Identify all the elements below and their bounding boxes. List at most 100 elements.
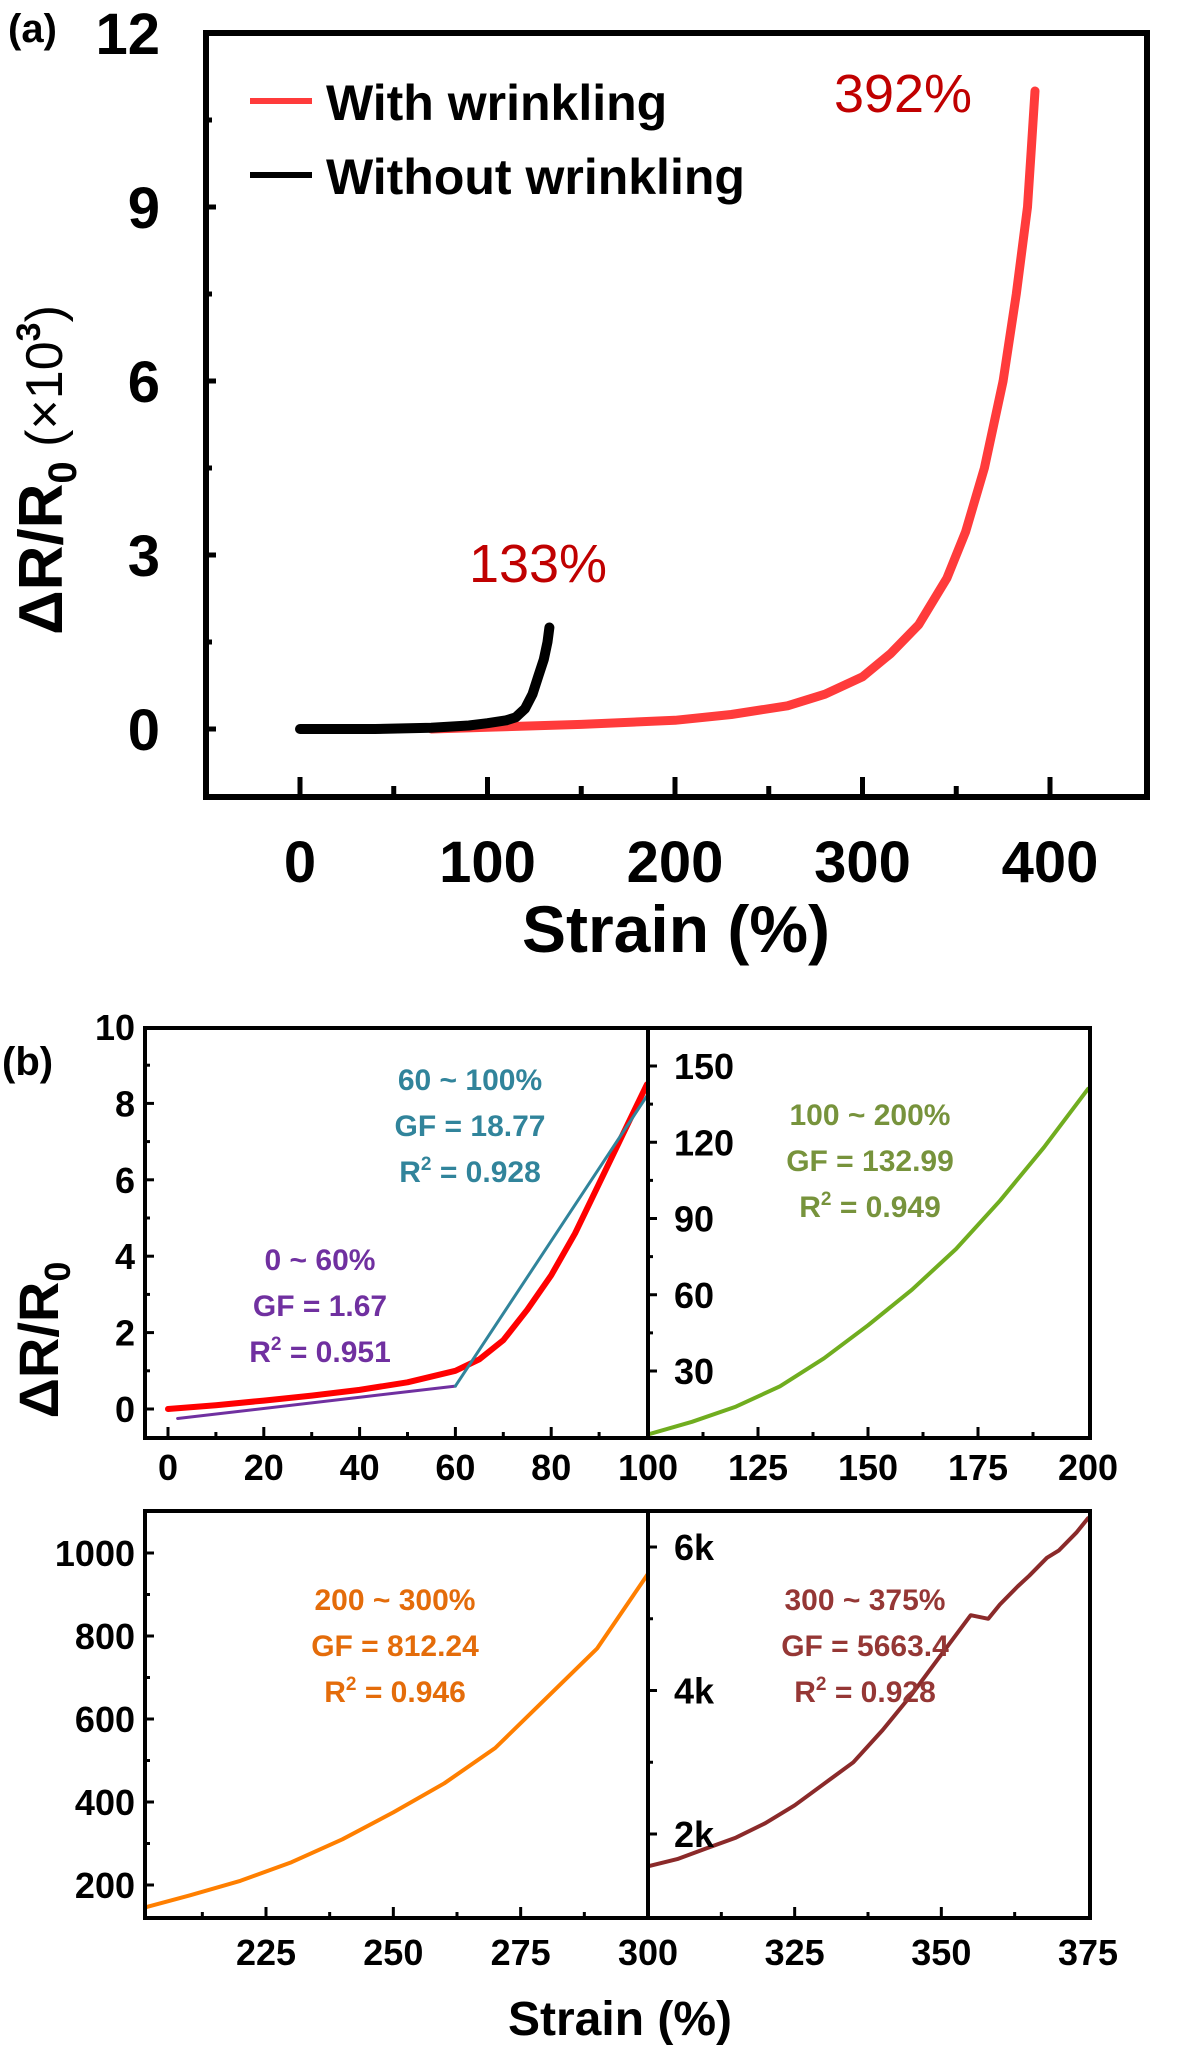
y-tick-label: 4 bbox=[115, 1236, 135, 1277]
panel-a-x-ticks: 0 100 200 300 400 bbox=[284, 777, 1099, 895]
panel-a-plot-area bbox=[295, 86, 1040, 734]
annotation-gf: GF = 5663.4 bbox=[781, 1630, 949, 1663]
x-tick-label: 175 bbox=[948, 1447, 1008, 1488]
y-tick-label: 0 bbox=[128, 698, 160, 763]
annotation-gf: GF = 812.24 bbox=[311, 1630, 479, 1663]
subplot-top-right: 100 125 150 175 200 30 60 90 120 150 100 ~ 200% GF … bbox=[618, 1026, 1118, 1488]
y-tick-label: 4k bbox=[674, 1671, 715, 1712]
y-tick-label: 2k bbox=[674, 1814, 715, 1855]
annotation-range: 300 ~ 375% bbox=[785, 1584, 946, 1617]
panel-a-y-axis-label: ΔR/R0 (×103) bbox=[7, 305, 85, 635]
y-tick-label: 2 bbox=[115, 1313, 135, 1354]
y-tick-label: 3 bbox=[128, 524, 160, 589]
x-tick-label: 200 bbox=[627, 830, 724, 895]
panel-a-y-ticks: 0 3 6 9 12 bbox=[95, 2, 216, 763]
subplot-bottom-left: 225 250 275 200 400 600 800 1000 200 ~ 300% GF = … bbox=[55, 1509, 650, 1973]
x-tick-label: 250 bbox=[363, 1932, 423, 1973]
panel-b-x-axis-label: Strain (%) bbox=[508, 1993, 732, 2046]
fit-annotation: 300 ~ 375% GF = 5663.4 R2 = 0.928 bbox=[781, 1584, 949, 1709]
annotation-range: 0 ~ 60% bbox=[265, 1244, 376, 1277]
x-tick-label: 80 bbox=[531, 1447, 571, 1488]
x-tick-label: 125 bbox=[728, 1447, 788, 1488]
x-tick-label: 40 bbox=[340, 1447, 380, 1488]
subplot-frame bbox=[646, 1509, 1092, 1920]
data-line bbox=[145, 1571, 648, 1910]
panel-label-b: (b) bbox=[2, 1040, 53, 1084]
annotation-range: 100 ~ 200% bbox=[790, 1099, 951, 1132]
x-tick-label: 0 bbox=[158, 1447, 178, 1488]
x-tick-label: 100 bbox=[618, 1447, 678, 1488]
panel-a: (a) 0 100 200 300 400 0 3 6 9 12 Strain (%) ΔR/R… bbox=[7, 2, 1150, 966]
y-tick-label: 600 bbox=[75, 1699, 135, 1740]
x-tick-label: 200 bbox=[1058, 1447, 1118, 1488]
x-tick-label: 325 bbox=[765, 1932, 825, 1973]
y-tick-label: 150 bbox=[674, 1046, 734, 1087]
annotation-r2: R2 = 0.928 bbox=[399, 1154, 541, 1189]
x-tick-label: 100 bbox=[439, 830, 536, 895]
x-tick-label: 0 bbox=[284, 830, 316, 895]
annotation-392: 392% bbox=[834, 64, 972, 124]
annotation-gf: GF = 18.77 bbox=[395, 1110, 546, 1143]
x-tick-label: 300 bbox=[618, 1932, 678, 1973]
panel-a-x-axis-label: Strain (%) bbox=[522, 892, 830, 966]
y-tick-label: 12 bbox=[95, 2, 160, 67]
subplot-frame bbox=[143, 1509, 650, 1920]
subplot-series bbox=[648, 1086, 1090, 1437]
subplot-frame bbox=[646, 1026, 1092, 1440]
annotation-133: 133% bbox=[469, 534, 607, 594]
annotation-range: 200 ~ 300% bbox=[315, 1584, 476, 1617]
data-line bbox=[165, 1081, 648, 1412]
annotation-gf: GF = 132.99 bbox=[786, 1145, 954, 1178]
fit-annotation: 200 ~ 300% GF = 812.24 R2 = 0.946 bbox=[311, 1584, 479, 1709]
panel-label-a: (a) bbox=[8, 7, 57, 51]
annotation-r2: R2 = 0.928 bbox=[794, 1674, 936, 1709]
annotation-range: 60 ~ 100% bbox=[398, 1064, 542, 1097]
fit-annotation: 0 ~ 60% GF = 1.67 R2 = 0.951 bbox=[249, 1244, 391, 1369]
panel-a-frame bbox=[203, 30, 1150, 800]
y-tick-label: 200 bbox=[75, 1865, 135, 1906]
y-tick-label: 120 bbox=[674, 1122, 734, 1163]
data-line bbox=[648, 1516, 1090, 1869]
subplot-bottom-right: 300 325 350 375 2k 4k 6k 300 ~ 375% GF = 5663.4 R… bbox=[618, 1509, 1118, 1973]
x-tick-label: 350 bbox=[911, 1932, 971, 1973]
legend-label-with-wrinkling: With wrinkling bbox=[326, 75, 667, 131]
y-tick-label: 400 bbox=[75, 1782, 135, 1823]
fit-annotation: 60 ~ 100% GF = 18.77 R2 = 0.928 bbox=[395, 1064, 546, 1189]
fit-line bbox=[176, 1384, 457, 1420]
y-tick-label: 800 bbox=[75, 1616, 135, 1657]
x-tick-label: 400 bbox=[1002, 830, 1099, 895]
y-tick-label: 8 bbox=[115, 1083, 135, 1124]
y-tick-label: 90 bbox=[674, 1199, 714, 1240]
fit-annotation: 100 ~ 200% GF = 132.99 R2 = 0.949 bbox=[786, 1099, 954, 1224]
series-line-without-wrinkling bbox=[295, 622, 555, 734]
x-tick-label: 150 bbox=[838, 1447, 898, 1488]
subplot-series bbox=[648, 1516, 1090, 1869]
legend-label-without-wrinkling: Without wrinkling bbox=[326, 149, 745, 205]
x-tick-label: 275 bbox=[491, 1932, 551, 1973]
y-tick-label: 6 bbox=[115, 1160, 135, 1201]
x-tick-label: 60 bbox=[435, 1447, 475, 1488]
annotation-r2: R2 = 0.951 bbox=[249, 1334, 391, 1369]
y-tick-label: 1000 bbox=[55, 1533, 135, 1574]
y-tick-label: 0 bbox=[115, 1389, 135, 1430]
annotation-r2: R2 = 0.946 bbox=[324, 1674, 466, 1709]
fit-line bbox=[453, 1094, 648, 1388]
y-tick-label: 6k bbox=[674, 1527, 715, 1568]
annotation-gf: GF = 1.67 bbox=[253, 1290, 387, 1323]
data-line bbox=[648, 1086, 1090, 1437]
x-tick-label: 20 bbox=[244, 1447, 284, 1488]
y-tick-label: 60 bbox=[674, 1275, 714, 1316]
subplot-series bbox=[145, 1571, 648, 1910]
x-tick-label: 225 bbox=[236, 1932, 296, 1973]
x-tick-label: 375 bbox=[1058, 1932, 1118, 1973]
series-line-with-wrinkling bbox=[426, 86, 1040, 734]
panel-b-y-axis-label: ΔR/R0 bbox=[7, 1262, 78, 1419]
annotation-r2: R2 = 0.949 bbox=[799, 1189, 941, 1224]
y-tick-label: 6 bbox=[128, 350, 160, 415]
x-tick-label: 300 bbox=[814, 830, 911, 895]
y-tick-label: 9 bbox=[128, 176, 160, 241]
subplot-top-left: 0 20 40 60 80 0 2 4 6 8 10 60 ~ 100% GF = 18.77 R2 = … bbox=[95, 1007, 650, 1488]
